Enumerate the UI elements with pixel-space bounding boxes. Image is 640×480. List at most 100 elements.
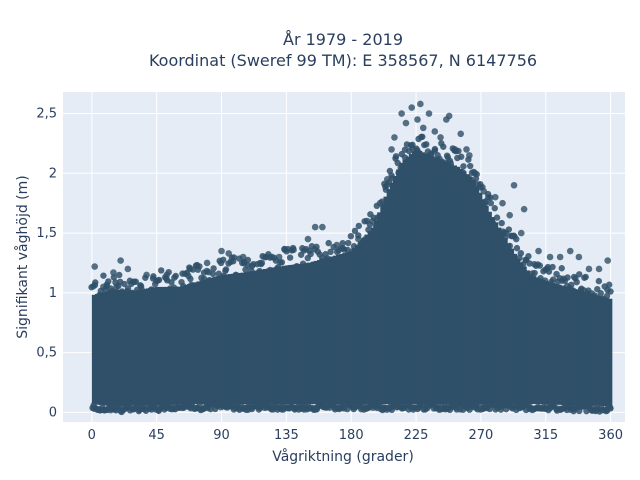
x-tick-label: 180 [339,428,364,443]
scatter-point-band [190,283,194,405]
scatter-point [109,287,116,295]
scatter-point-outlier [91,263,99,270]
scatter-point [176,287,183,294]
scatter-point-band [554,283,559,405]
scatter-point [214,281,221,288]
scatter-point [528,278,535,285]
scatter-point [209,270,217,278]
scatter-point-band [247,271,251,405]
x-tick-label: 315 [533,428,558,443]
y-tick-label: 0 [49,405,57,420]
scatter-point [377,212,384,219]
scatter-point [447,160,454,167]
scatter-point-band [424,153,429,405]
scatter-point-band [370,227,375,405]
scatter-point-band [291,264,296,405]
scatter-point [345,239,352,247]
scatter-point-outlier [595,265,603,273]
scatter-point-band [110,289,115,407]
scatter-point [582,273,589,281]
scatter-point-outlier [124,265,132,273]
scatter-point-outlier [110,269,117,276]
scatter-point [213,276,220,284]
scatter-point [513,244,521,252]
scatter-point [536,262,544,269]
scatter-point-band [205,278,210,405]
scatter-point-outlier [604,257,612,264]
scatter-point-band [326,257,331,405]
scatter-point-band [237,272,242,405]
scatter-point-band [107,290,112,406]
scatter-point [172,272,179,280]
scatter-point [197,283,204,290]
scatter-point-band [126,290,131,406]
scatter-point [450,166,457,173]
scatter-point [98,294,106,301]
scatter-point-band [526,270,530,405]
scatter-point [576,271,583,278]
scatter-point-band [275,266,280,405]
y-tick-label: 2,5 [36,107,57,122]
scatter-point-outlier [290,246,297,254]
scatter-point-band [231,273,236,405]
scatter-point [336,258,343,266]
scatter-point-outlier [517,229,525,237]
scatter-point [255,274,262,281]
scatter-point-band [269,267,274,405]
scatter-point-outlier [275,253,283,261]
scatter-point-outlier [463,146,470,153]
scatter-point-band [139,289,144,406]
x-tick-label: 0 [88,428,96,443]
scatter-point-band [561,285,565,405]
scatter-point-band [484,205,489,405]
scatter-point-band [503,238,508,405]
scatter-point-outlier [425,110,433,117]
scatter-point-band [186,284,191,405]
scatter-point-outlier [225,250,233,257]
scatter-point-band [218,275,223,405]
scatter-point [100,272,107,279]
scatter-point-band [532,276,537,405]
scatter-point [210,265,217,272]
scatter-point-outlier [369,217,377,225]
scatter-point-outlier [388,146,395,153]
scatter-point-outlier [431,128,439,135]
scatter-point [256,267,263,275]
scatter-point-outlier [408,104,416,111]
scatter-point-outlier [466,152,473,159]
scatter-point-band [386,189,391,405]
scatter-point-band [513,253,518,405]
scatter-point [549,276,557,283]
scatter-point [517,249,525,257]
scatter-point-band [522,266,527,405]
scatter-point-band [557,284,562,405]
scatter-point-outlier [566,247,574,255]
scatter-point-band [142,288,147,406]
scatter-point [196,401,203,408]
scatter-point-band [136,290,140,406]
scatter-point [498,219,505,227]
scatter-point-band [602,296,607,407]
scatter-point [400,164,407,171]
scatter-point-band [288,264,293,405]
scatter-point [558,265,565,272]
scatter-point [196,263,203,270]
scatter-point [382,186,390,193]
scatter-point-band [345,252,350,405]
scatter-point-outlier [520,205,528,213]
scatter-point [355,222,363,230]
scatter-point [487,199,495,207]
scatter-point-band [294,264,299,405]
scatter-point [128,289,136,297]
scatter-point-band [313,260,318,405]
scatter-point-band [202,279,207,405]
scatter-point-band [250,271,255,405]
scatter-point-band [152,287,156,406]
scatter-point [601,298,608,305]
scatter-point [116,271,123,279]
scatter-point-band [481,199,486,405]
scatter-point-outlier [319,223,326,231]
scatter-point-band [443,161,448,405]
scatter-point-outlier [218,247,225,255]
scatter-point-band [516,258,521,405]
